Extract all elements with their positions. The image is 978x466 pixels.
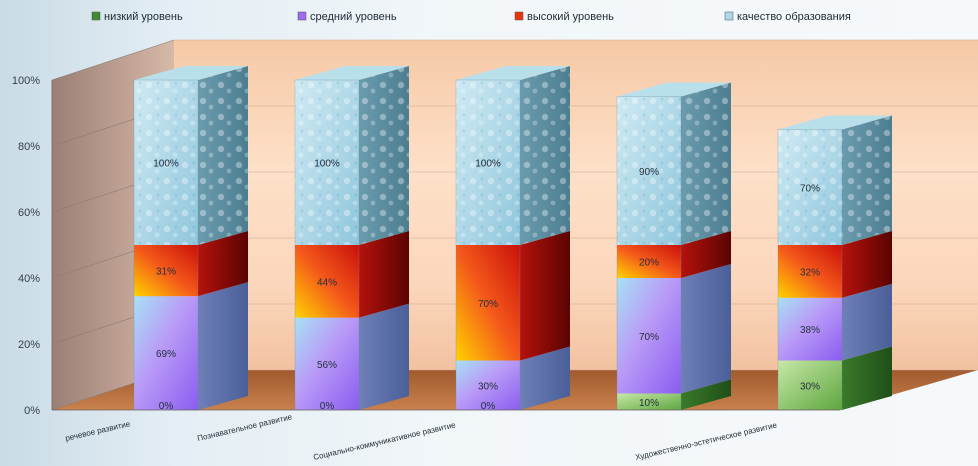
bar-segment — [617, 245, 681, 278]
bar-side-texture — [842, 115, 892, 245]
bar-texture — [617, 96, 681, 245]
bar-stack: 30% 38% 32% 70% — [777, 115, 892, 411]
bar-side — [198, 282, 248, 410]
data-label: 0% — [320, 401, 335, 412]
data-label: 70% — [478, 299, 498, 310]
x-category-label: Познавательное развитие — [196, 412, 293, 443]
y-tick-label: 0% — [24, 405, 40, 417]
bar-side — [681, 231, 731, 278]
x-category-label: Социально-коммуникативное развитие — [312, 420, 457, 462]
legend: низкий уровень средний уровень высокий уро… — [91, 11, 851, 23]
data-label: 10% — [639, 398, 659, 409]
x-axis: речевое развитие Познавательное развитие С… — [52, 409, 840, 462]
gridline-side — [51, 39, 175, 81]
data-label: 30% — [478, 381, 498, 392]
data-label: 20% — [639, 258, 659, 269]
data-label: 30% — [800, 381, 820, 392]
bar-side-texture — [681, 82, 731, 245]
bar-side — [842, 231, 892, 298]
legend-swatch — [297, 11, 307, 21]
bar-segment — [617, 393, 681, 410]
bar-side-texture — [520, 66, 570, 245]
data-label: 100% — [475, 159, 501, 170]
legend-item: средний уровень — [297, 11, 397, 23]
bar-side-texture — [359, 66, 409, 245]
bar-side — [359, 303, 409, 410]
data-label: 69% — [156, 349, 176, 360]
bar-side-texture — [198, 66, 248, 245]
bar-segment — [617, 278, 681, 394]
bar-side — [520, 231, 570, 361]
data-label: 100% — [153, 159, 179, 170]
y-tick-label: 40% — [18, 273, 40, 285]
bar-segment — [778, 360, 842, 410]
bar-side — [681, 264, 731, 394]
bar-top — [778, 115, 892, 130]
bar-texture — [456, 80, 520, 245]
y-tick-label: 60% — [18, 207, 40, 219]
y-tick-label: 20% — [18, 339, 40, 351]
bar-stack: 10% 70% 20% 90% — [616, 82, 731, 411]
bar-texture — [295, 80, 359, 245]
bar-stack: 0% 56% 44% 100% — [294, 66, 409, 412]
bar-side — [681, 379, 731, 410]
legend-label: средний уровень — [310, 11, 397, 23]
y-tick-label: 80% — [18, 141, 40, 153]
data-label: 90% — [639, 167, 659, 178]
data-label: 32% — [800, 267, 820, 278]
bar-top — [134, 66, 248, 80]
data-label: 38% — [800, 325, 820, 336]
legend-label: низкий уровень — [104, 11, 183, 23]
bar-segment — [295, 245, 359, 318]
data-label: 100% — [314, 159, 340, 170]
bar-side — [359, 231, 409, 318]
legend-item: качество образования — [724, 11, 851, 23]
bar-segment — [456, 360, 520, 410]
legend-item: высокий уровень — [514, 11, 614, 23]
legend-swatch — [91, 11, 101, 21]
bar-segment — [778, 245, 842, 298]
bar-top — [617, 82, 731, 97]
legend-swatch — [514, 11, 524, 21]
legend-item: низкий уровень — [91, 11, 183, 23]
bar-top — [456, 66, 570, 80]
bar-top — [295, 66, 409, 80]
x-category-label: речевое развитие — [64, 419, 131, 443]
data-label: 70% — [639, 332, 659, 343]
data-label: 70% — [800, 183, 820, 194]
bar-side — [198, 231, 248, 297]
legend-label: качество образования — [737, 11, 851, 23]
bar-texture — [134, 80, 198, 245]
bars: 0% 69% 31% 100% 0% 56% 44% 100% 0% 30% 70% 100% 10% 7… — [133, 66, 892, 412]
bar-stack: 0% 30% 70% 100% — [455, 66, 570, 412]
bar-side — [520, 346, 570, 410]
data-label: 31% — [156, 267, 176, 278]
y-tick-label: 100% — [12, 75, 40, 87]
bar-side — [842, 346, 892, 410]
legend-swatch — [724, 11, 734, 21]
x-category-label: Художественно-эстетическое развитие — [634, 420, 778, 462]
data-label: 44% — [317, 277, 337, 288]
data-label: 56% — [317, 360, 337, 371]
bar-texture — [778, 129, 842, 245]
bar-segment — [456, 245, 520, 361]
bar-side — [842, 283, 892, 361]
bar-segment — [134, 245, 198, 297]
bar-stack: 0% 69% 31% 100% — [133, 66, 248, 412]
bar-segment — [295, 317, 359, 410]
bar-segment — [778, 297, 842, 361]
data-label: 0% — [481, 401, 496, 412]
data-label: 0% — [159, 401, 174, 412]
legend-label: высокий уровень — [527, 11, 614, 23]
bar-segment — [134, 296, 198, 410]
